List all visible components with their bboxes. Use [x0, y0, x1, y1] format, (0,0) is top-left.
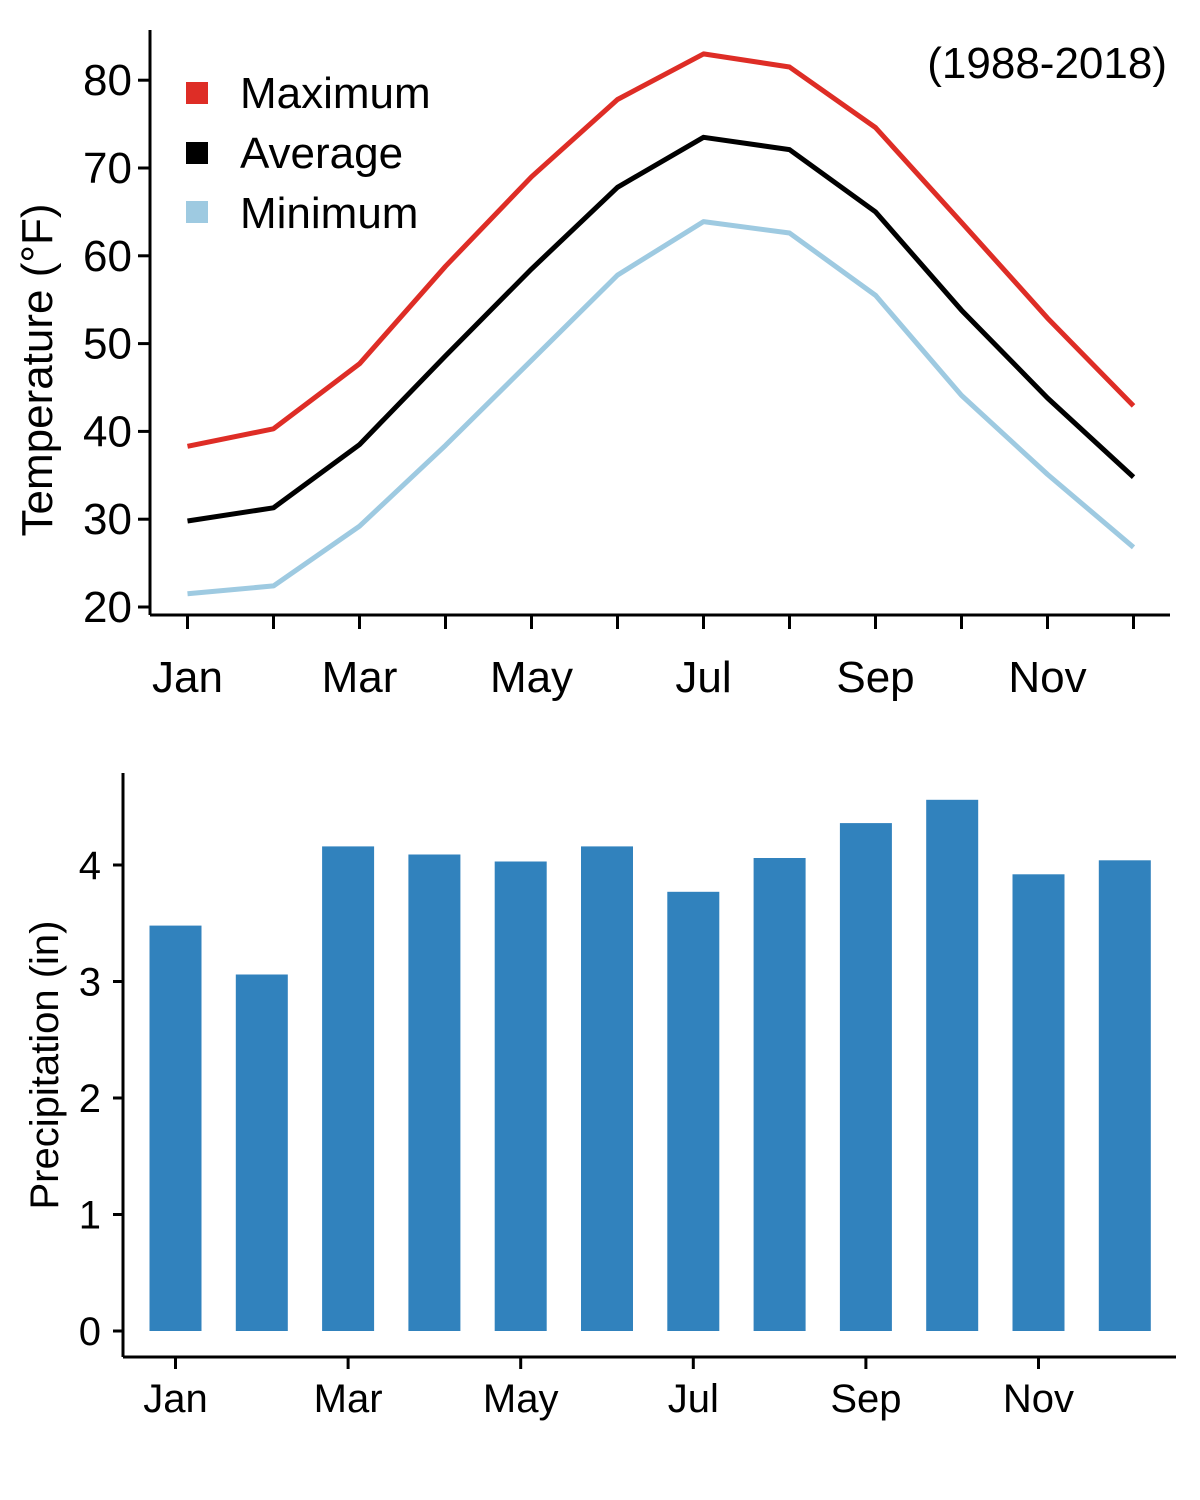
- temperature-x-tick-label: May: [490, 653, 573, 702]
- legend-swatch-minimum: [186, 201, 208, 223]
- temperature-y-tick-label: 70: [83, 144, 132, 193]
- period-annotation: (1988-2018): [927, 39, 1167, 88]
- legend-swatch-average: [186, 142, 208, 164]
- precipitation-bar-nov: [1012, 874, 1065, 1331]
- temperature-x-tick-label: Jul: [675, 653, 731, 702]
- precipitation-y-tick-label: 2: [79, 1077, 101, 1121]
- precipitation-bar-aug: [753, 858, 806, 1331]
- series-line-maximum: [187, 51, 1136, 449]
- precipitation-bar-may: [494, 861, 547, 1331]
- precipitation-y-tick-label: 3: [79, 961, 101, 1005]
- temperature-y-tick-label: 80: [83, 56, 132, 105]
- precipitation-y-tick-label: 4: [79, 844, 101, 888]
- temperature-axes: 20 30 40 50 60 70 80 Jan Mar May Jul Sep Nov: [83, 30, 1170, 702]
- temperature-x-tick-label: Jan: [152, 653, 223, 702]
- precipitation-bar-sep: [839, 823, 892, 1331]
- precipitation-x-tick-label: Nov: [1003, 1377, 1074, 1421]
- temperature-y-tick-label: 20: [83, 583, 132, 632]
- temperature-y-tick-label: 60: [83, 232, 132, 281]
- legend-label-maximum: Maximum: [240, 69, 431, 118]
- precipitation-bars: [149, 799, 1151, 1331]
- precipitation-x-tick-label: Jul: [668, 1377, 719, 1421]
- temperature-series: [187, 51, 1136, 597]
- precipitation-y-tick-label: 1: [79, 1194, 101, 1238]
- precipitation-chart: Precipitation (in) 0 1 2 3 4 Jan Mar May Jul Sep N…: [23, 773, 1176, 1421]
- temperature-x-tick-label: Sep: [836, 653, 914, 702]
- precipitation-x-tick-label: May: [483, 1377, 559, 1421]
- precipitation-bar-jun: [581, 846, 633, 1331]
- precipitation-axis-label: Precipitation (in): [23, 920, 67, 1209]
- temperature-y-tick-label: 40: [83, 407, 132, 456]
- precipitation-bar-jan: [149, 925, 202, 1331]
- precipitation-bar-dec: [1098, 860, 1151, 1331]
- precipitation-y-tick-label: 0: [79, 1310, 101, 1354]
- temperature-x-tick-label: Mar: [322, 653, 398, 702]
- legend-label-minimum: Minimum: [240, 189, 418, 238]
- temperature-axis-label: Temperature (°F): [13, 203, 62, 536]
- legend-swatch-maximum: [186, 82, 208, 104]
- precipitation-x-tick-label: Sep: [830, 1377, 901, 1421]
- series-line-average: [187, 134, 1136, 524]
- precipitation-bar-apr: [408, 854, 461, 1331]
- legend-label-average: Average: [240, 129, 403, 178]
- precipitation-bar-feb: [235, 974, 288, 1331]
- precipitation-x-tick-label: Mar: [314, 1377, 383, 1421]
- precipitation-bar-mar: [322, 846, 375, 1331]
- precipitation-bar-jul: [667, 891, 720, 1331]
- series-line-minimum: [187, 219, 1136, 597]
- temperature-x-tick-label: Nov: [1008, 653, 1086, 702]
- precipitation-bar-oct: [926, 799, 979, 1331]
- temperature-chart: (1988-2018) Temperature (°F) 20 30 40 50 60 7…: [13, 30, 1170, 702]
- temperature-legend: Maximum Average Minimum: [186, 69, 431, 238]
- precipitation-axes: 0 1 2 3 4 Jan Mar May Jul Sep Nov: [79, 773, 1176, 1421]
- temperature-y-tick-label: 50: [83, 320, 132, 369]
- precipitation-x-tick-label: Jan: [143, 1377, 208, 1421]
- temperature-y-tick-label: 30: [83, 495, 132, 544]
